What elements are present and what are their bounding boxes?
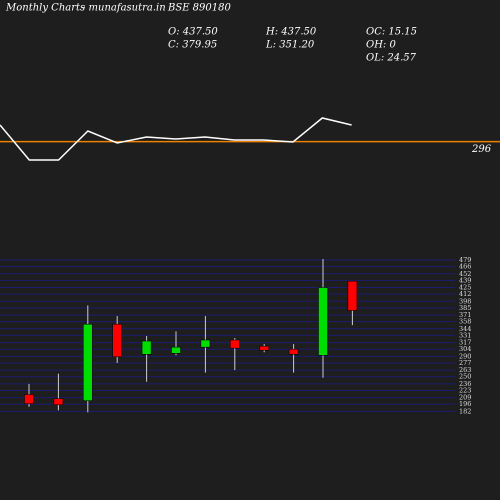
y-tick-label: 412	[459, 290, 471, 298]
y-tick-label: 196	[459, 400, 471, 408]
y-tick-label: 209	[459, 394, 471, 402]
candle-body	[83, 323, 93, 401]
y-tick-label: 331	[459, 331, 471, 339]
y-tick-label: 398	[459, 297, 471, 305]
y-tick-label: 439	[459, 276, 471, 284]
y-tick-label: 304	[459, 345, 471, 353]
candle-body	[259, 345, 269, 351]
y-tick-label: 223	[459, 386, 471, 394]
candle-body	[141, 340, 152, 355]
high: H: 437.50	[265, 27, 317, 38]
reference-label: 296	[471, 144, 492, 155]
y-tick-label: 344	[459, 325, 471, 333]
y-tick-label: 385	[459, 304, 471, 312]
candle-body	[53, 398, 64, 405]
open: O: 437.50	[168, 27, 218, 38]
low: L: 351.20	[265, 40, 315, 51]
candle-body	[230, 339, 240, 349]
close: C: 379.95	[168, 40, 217, 51]
y-tick-label: 263	[459, 366, 471, 374]
symbol: BSE 890180	[167, 3, 231, 14]
y-tick-label: 466	[459, 263, 471, 271]
candle-body	[24, 394, 34, 404]
y-tick-label: 250	[459, 373, 471, 381]
site-name: Monthly Charts	[5, 3, 85, 14]
candle-body	[318, 287, 328, 356]
y-tick-label: 182	[459, 407, 471, 415]
source: - munafasutra.in	[82, 3, 166, 14]
candle-body	[200, 339, 211, 348]
ol: OL: 24.57	[366, 53, 417, 64]
y-tick-label: 236	[459, 380, 471, 388]
oh: OH: 0	[366, 40, 396, 51]
candle-body	[171, 346, 181, 354]
y-tick-label: 358	[459, 318, 471, 326]
y-tick-label: 277	[459, 359, 471, 367]
oc: OC: 15.15	[366, 27, 417, 38]
y-tick-label: 371	[459, 311, 471, 319]
candle-body	[288, 348, 299, 355]
candle-body	[347, 280, 358, 311]
candle-body	[112, 323, 122, 358]
y-tick-label: 317	[459, 339, 471, 347]
y-tick-label: 479	[459, 256, 471, 264]
y-tick-label: 452	[459, 270, 471, 278]
line-series	[0, 117, 352, 161]
y-tick-label: 290	[459, 352, 471, 360]
y-tick-label: 425	[459, 284, 471, 292]
